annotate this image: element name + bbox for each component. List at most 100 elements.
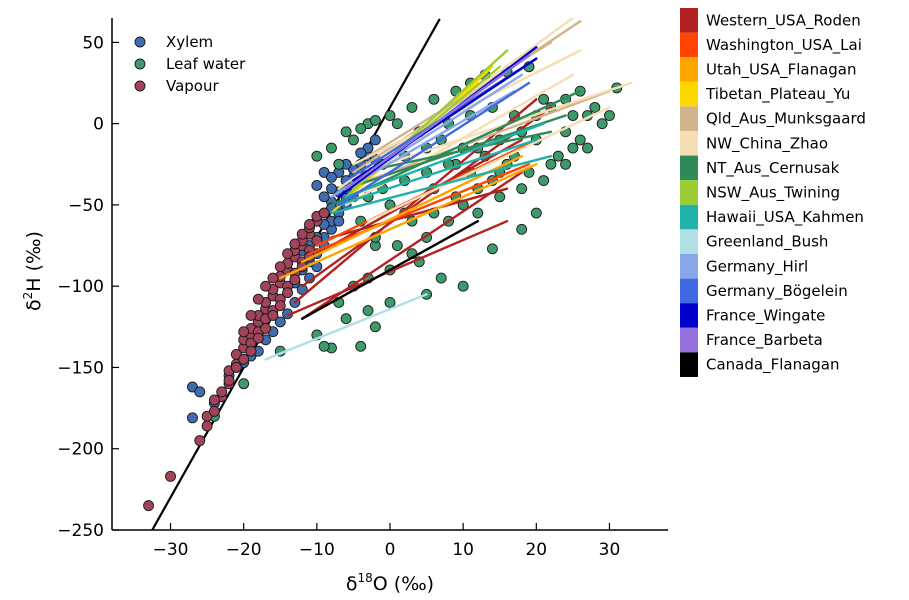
site-line xyxy=(337,138,538,207)
site-legend-label: Tibetan_Plateau_Yu xyxy=(705,85,850,104)
site-legend-label: NSW_Aus_Twining xyxy=(706,184,840,203)
site-legend-label: Qld_Aus_Munksgaard xyxy=(706,110,866,129)
site-line xyxy=(301,219,479,320)
legend-label: Vapour xyxy=(166,77,219,95)
x-axis-rest: O (‰) xyxy=(373,573,434,595)
x-ticks: −30 −20 −10 0 10 20 30 xyxy=(153,523,621,560)
y-ticks: −250 −200 −150 −100 −50 0 50 xyxy=(57,33,119,541)
site-line xyxy=(359,130,553,174)
site-lines-layer xyxy=(264,18,633,361)
data-point xyxy=(355,340,367,352)
data-point xyxy=(282,248,294,260)
data-point xyxy=(347,134,359,146)
data-point xyxy=(260,280,272,292)
legend-marker xyxy=(134,36,146,48)
data-point xyxy=(369,114,381,126)
data-point xyxy=(260,323,272,334)
legend-marker xyxy=(134,80,146,92)
site-line xyxy=(344,54,531,190)
x-tick-label: 10 xyxy=(452,540,474,560)
site-line xyxy=(286,219,509,317)
data-point xyxy=(457,280,469,292)
site-line xyxy=(366,106,611,223)
site-legend-label: Utah_USA_Flanagan xyxy=(706,61,857,80)
site-line-group xyxy=(330,122,553,215)
site-swatch xyxy=(680,180,698,205)
data-point xyxy=(326,183,337,195)
site-line xyxy=(279,163,538,280)
data-point xyxy=(194,386,206,398)
site-legend-label: France_Barbeta xyxy=(706,331,823,350)
x-tick-label: −10 xyxy=(299,540,335,560)
site-swatch xyxy=(680,278,698,304)
data-point xyxy=(340,313,352,325)
site-swatch xyxy=(680,303,698,328)
data-point xyxy=(318,340,330,352)
y-tick-label: −250 xyxy=(57,521,104,541)
data-point xyxy=(318,191,330,203)
data-point xyxy=(267,272,279,284)
data-point xyxy=(428,93,440,105)
x-axis-symbol: δ xyxy=(346,573,358,595)
data-point xyxy=(208,405,220,417)
data-point xyxy=(545,158,557,170)
site-line xyxy=(337,81,531,207)
site-line-group xyxy=(264,293,428,361)
site-line xyxy=(330,154,553,215)
site-legend-label: Germany_Bögelein xyxy=(706,282,848,301)
site-swatch xyxy=(680,8,698,33)
x-tick-label: 30 xyxy=(599,540,621,560)
data-point xyxy=(391,240,403,252)
data-point xyxy=(494,191,506,203)
data-point xyxy=(326,142,337,154)
data-point xyxy=(516,223,528,235)
site-swatch xyxy=(680,155,698,181)
data-point xyxy=(384,110,396,121)
y-tick-label: 0 xyxy=(93,115,104,135)
data-point xyxy=(567,110,579,121)
x-tick-label: −20 xyxy=(226,540,262,560)
data-point xyxy=(582,142,593,154)
y-tick-label: −100 xyxy=(57,277,104,297)
legend-label: Xylem xyxy=(166,33,213,51)
data-point xyxy=(143,500,155,512)
data-point xyxy=(238,353,250,365)
legend-marker xyxy=(134,58,146,70)
data-point xyxy=(289,274,301,286)
data-point xyxy=(538,175,550,186)
site-line xyxy=(330,187,509,239)
site-swatch xyxy=(680,106,698,131)
data-point xyxy=(486,243,498,255)
points-layer xyxy=(143,61,623,512)
data-point xyxy=(274,261,286,273)
site-line xyxy=(359,81,633,174)
data-point xyxy=(216,386,228,398)
data-point xyxy=(245,345,257,357)
data-point xyxy=(208,394,220,406)
site-swatch xyxy=(680,327,698,353)
data-point xyxy=(333,215,345,227)
site-swatch xyxy=(680,352,698,377)
data-point xyxy=(187,412,198,424)
y-axis-title: δ2H (‰) xyxy=(21,231,45,311)
site-legend-label: Germany_Hirl xyxy=(706,257,808,276)
data-point xyxy=(238,378,250,390)
data-point xyxy=(289,238,301,250)
y-axis-symbol: δ xyxy=(23,299,45,311)
data-point xyxy=(165,470,176,482)
data-point xyxy=(311,179,323,191)
site-swatch xyxy=(680,254,698,279)
data-point xyxy=(538,93,550,105)
x-tick-label: −30 xyxy=(153,540,189,560)
data-point xyxy=(282,287,294,299)
site-swatch xyxy=(680,57,698,82)
data-point xyxy=(340,126,352,138)
site-line xyxy=(344,122,545,198)
site-swatch xyxy=(680,204,698,230)
legend-label: Leaf water xyxy=(166,55,246,73)
x-axis-title: δ18O (‰) xyxy=(346,571,434,595)
data-point xyxy=(516,183,528,195)
x-tick-label: 20 xyxy=(525,540,547,560)
data-point xyxy=(560,158,572,170)
